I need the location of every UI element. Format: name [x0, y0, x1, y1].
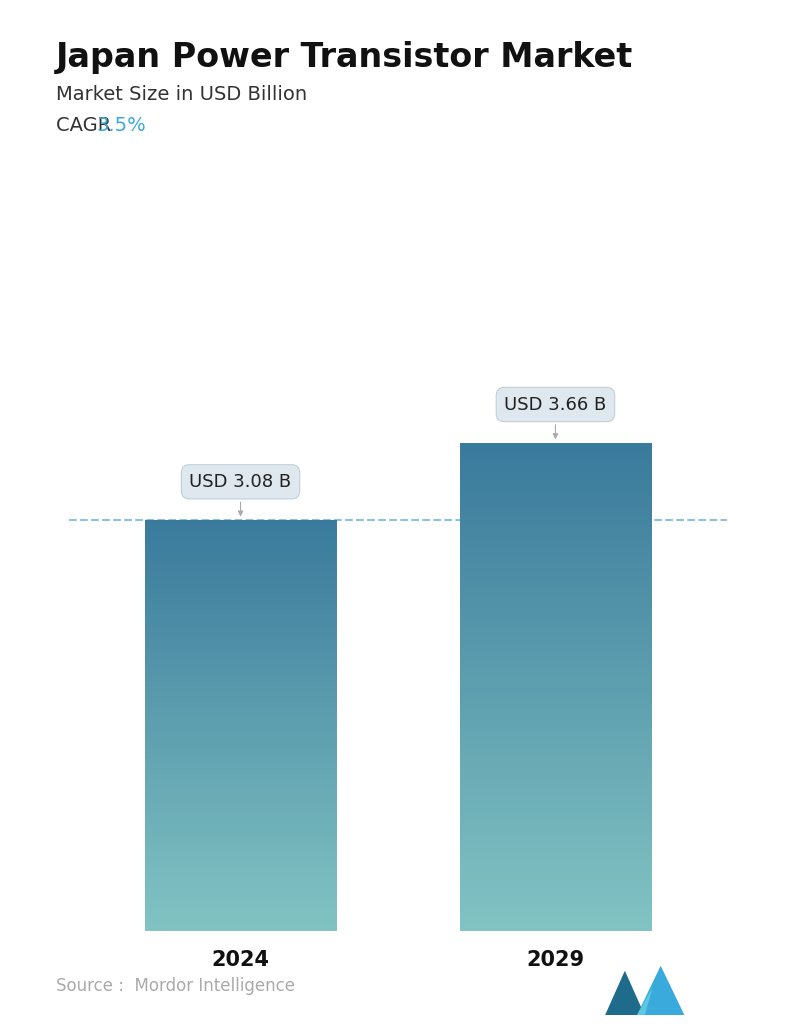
- Polygon shape: [637, 966, 685, 1015]
- Text: USD 3.66 B: USD 3.66 B: [505, 396, 607, 438]
- Text: 3.5%: 3.5%: [96, 116, 146, 134]
- Text: Japan Power Transistor Market: Japan Power Transistor Market: [56, 41, 633, 74]
- Text: USD 3.08 B: USD 3.08 B: [189, 473, 291, 515]
- Text: CAGR: CAGR: [56, 116, 117, 134]
- Text: Market Size in USD Billion: Market Size in USD Billion: [56, 85, 306, 103]
- Polygon shape: [637, 987, 653, 1015]
- Polygon shape: [605, 971, 645, 1015]
- Text: Source :  Mordor Intelligence: Source : Mordor Intelligence: [56, 977, 295, 995]
